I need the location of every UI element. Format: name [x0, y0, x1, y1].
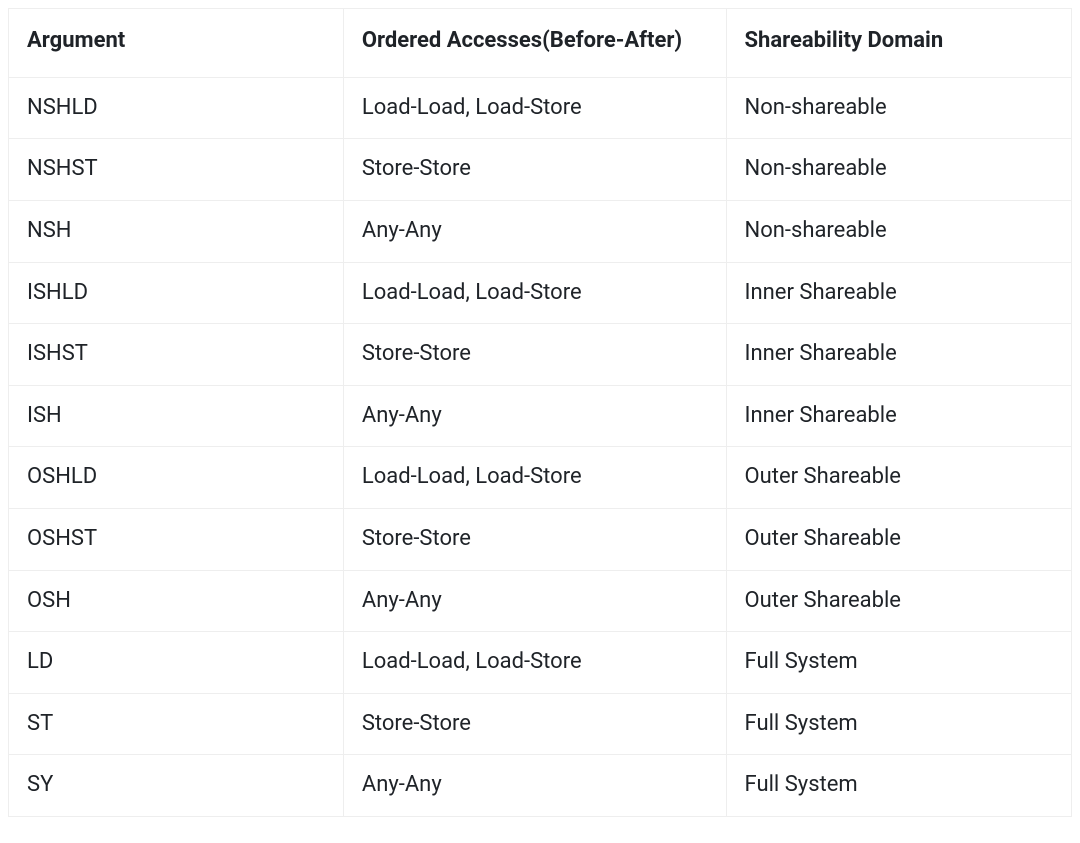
table-row: OSH Any-Any Outer Shareable [9, 570, 1072, 632]
cell-accesses: Any-Any [343, 755, 726, 817]
cell-accesses: Store-Store [343, 509, 726, 571]
cell-argument: ST [9, 693, 344, 755]
cell-argument: NSHST [9, 139, 344, 201]
cell-domain: Inner Shareable [726, 324, 1071, 386]
cell-argument: ISHLD [9, 262, 344, 324]
cell-argument: OSHST [9, 509, 344, 571]
cell-argument: NSHLD [9, 77, 344, 139]
col-header-ordered-accesses: Ordered Accesses(Before-After) [343, 9, 726, 78]
cell-domain: Non-shareable [726, 201, 1071, 263]
table-row: NSHLD Load-Load, Load-Store Non-shareabl… [9, 77, 1072, 139]
col-header-shareability-domain: Shareability Domain [726, 9, 1071, 78]
cell-domain: Outer Shareable [726, 570, 1071, 632]
barrier-arguments-table: Argument Ordered Accesses(Before-After) … [8, 8, 1072, 817]
table-row: NSH Any-Any Non-shareable [9, 201, 1072, 263]
cell-domain: Inner Shareable [726, 262, 1071, 324]
cell-argument: ISHST [9, 324, 344, 386]
col-header-argument: Argument [9, 9, 344, 78]
cell-accesses: Load-Load, Load-Store [343, 447, 726, 509]
table-row: OSHLD Load-Load, Load-Store Outer Sharea… [9, 447, 1072, 509]
table-row: OSHST Store-Store Outer Shareable [9, 509, 1072, 571]
table-row: LD Load-Load, Load-Store Full System [9, 632, 1072, 694]
cell-argument: NSH [9, 201, 344, 263]
cell-argument: LD [9, 632, 344, 694]
table-row: SY Any-Any Full System [9, 755, 1072, 817]
cell-domain: Non-shareable [726, 77, 1071, 139]
table-header-row: Argument Ordered Accesses(Before-After) … [9, 9, 1072, 78]
cell-domain: Outer Shareable [726, 509, 1071, 571]
cell-domain: Non-shareable [726, 139, 1071, 201]
cell-domain: Full System [726, 755, 1071, 817]
cell-accesses: Store-Store [343, 693, 726, 755]
table-row: ISH Any-Any Inner Shareable [9, 385, 1072, 447]
cell-accesses: Load-Load, Load-Store [343, 632, 726, 694]
cell-accesses: Store-Store [343, 139, 726, 201]
cell-accesses: Store-Store [343, 324, 726, 386]
cell-argument: OSH [9, 570, 344, 632]
cell-argument: SY [9, 755, 344, 817]
cell-domain: Inner Shareable [726, 385, 1071, 447]
cell-domain: Full System [726, 693, 1071, 755]
cell-accesses: Any-Any [343, 570, 726, 632]
cell-accesses: Load-Load, Load-Store [343, 77, 726, 139]
cell-accesses: Any-Any [343, 385, 726, 447]
table-row: NSHST Store-Store Non-shareable [9, 139, 1072, 201]
table-row: ST Store-Store Full System [9, 693, 1072, 755]
cell-accesses: Any-Any [343, 201, 726, 263]
cell-domain: Full System [726, 632, 1071, 694]
table-row: ISHST Store-Store Inner Shareable [9, 324, 1072, 386]
cell-domain: Outer Shareable [726, 447, 1071, 509]
cell-accesses: Load-Load, Load-Store [343, 262, 726, 324]
cell-argument: OSHLD [9, 447, 344, 509]
cell-argument: ISH [9, 385, 344, 447]
table-row: ISHLD Load-Load, Load-Store Inner Sharea… [9, 262, 1072, 324]
